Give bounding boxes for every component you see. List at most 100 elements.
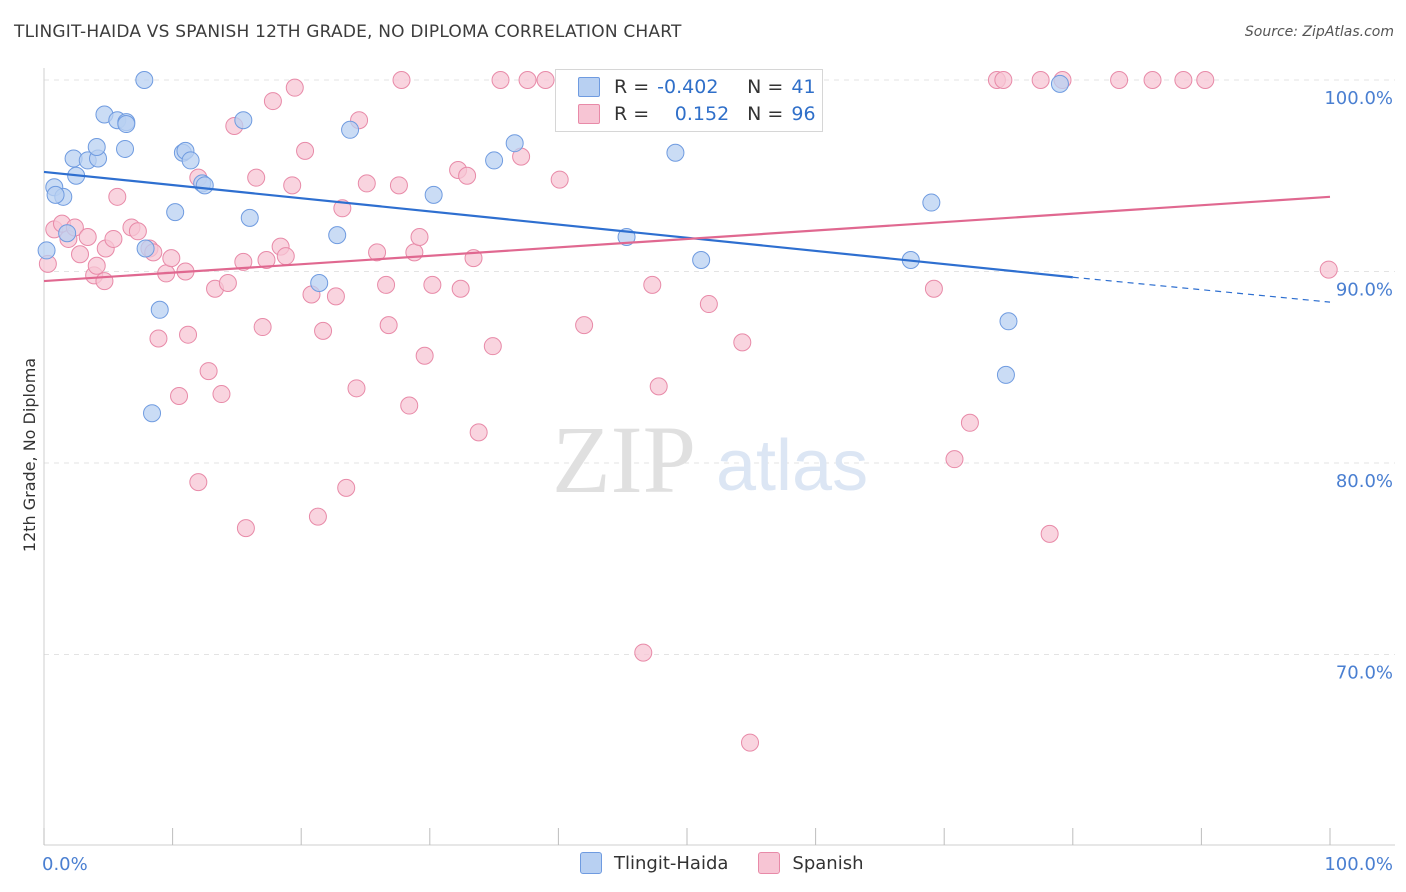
point-spanish bbox=[285, 78, 304, 97]
point-spanish bbox=[575, 316, 594, 335]
point-spanish bbox=[337, 478, 356, 497]
point-tlingit bbox=[143, 404, 162, 423]
y-tick-label: 90.0% bbox=[1336, 280, 1393, 301]
legend-r-label: R = bbox=[614, 76, 650, 98]
point-spanish bbox=[634, 643, 653, 662]
source-label: Source: ZipAtlas.com bbox=[1244, 24, 1394, 40]
point-spanish bbox=[179, 325, 198, 344]
correlation-legend: R = -0.402 N = 41 R = 0.152 N = 96 bbox=[555, 69, 823, 132]
point-spanish bbox=[247, 168, 266, 187]
point-spanish bbox=[104, 229, 123, 248]
point-spanish bbox=[1110, 71, 1129, 89]
point-spanish bbox=[518, 71, 537, 89]
point-spanish bbox=[1196, 71, 1215, 89]
point-spanish bbox=[1319, 260, 1338, 279]
point-tlingit bbox=[999, 312, 1018, 331]
point-tlingit bbox=[166, 203, 185, 222]
point-spanish bbox=[347, 379, 366, 398]
legend-swatch-pink bbox=[578, 104, 600, 124]
point-spanish bbox=[451, 279, 470, 298]
point-spanish bbox=[263, 92, 282, 111]
point-spanish bbox=[1143, 71, 1162, 89]
point-spanish bbox=[377, 275, 396, 294]
point-spanish bbox=[212, 385, 231, 404]
point-spanish bbox=[253, 318, 272, 337]
series-legend: Tlingit-Haida Spanish bbox=[580, 852, 894, 874]
point-spanish bbox=[276, 247, 295, 266]
watermark-atlas: atlas bbox=[716, 426, 868, 506]
watermark: ZIP atlas bbox=[552, 406, 868, 513]
legend-item-tlingit-haida[interactable]: Tlingit-Haida bbox=[580, 852, 728, 874]
point-tlingit bbox=[424, 185, 443, 204]
point-tlingit bbox=[666, 143, 685, 162]
legend-n-label: N = bbox=[747, 76, 784, 98]
point-spanish bbox=[423, 275, 442, 294]
point-spanish bbox=[643, 275, 662, 294]
point-spanish bbox=[379, 316, 398, 335]
chart-title: TLINGIT-HAIDA VS SPANISH 12TH GRADE, NO … bbox=[14, 22, 682, 42]
point-tlingit bbox=[922, 193, 941, 212]
point-spanish bbox=[357, 174, 376, 193]
trend-lines bbox=[43, 170, 1331, 303]
point-spanish bbox=[234, 252, 253, 271]
point-spanish bbox=[236, 519, 255, 538]
point-spanish bbox=[649, 377, 668, 396]
x-tick-label: 100.0% bbox=[1324, 854, 1393, 875]
point-tlingit bbox=[240, 208, 259, 227]
point-spanish bbox=[733, 333, 752, 352]
point-tlingit bbox=[58, 224, 77, 243]
point-tlingit bbox=[505, 134, 524, 153]
point-spanish bbox=[960, 413, 979, 432]
point-spanish bbox=[333, 199, 352, 218]
point-spanish bbox=[415, 346, 434, 365]
point-spanish bbox=[994, 71, 1013, 89]
y-axis-title: 12th Grade, No Diploma bbox=[20, 357, 39, 553]
legend-label: Spanish bbox=[792, 852, 864, 874]
point-spanish bbox=[296, 141, 315, 160]
point-spanish bbox=[108, 187, 127, 206]
point-spanish bbox=[1174, 71, 1193, 89]
y-tick-label: 70.0% bbox=[1336, 663, 1393, 684]
legend-item-spanish[interactable]: Spanish bbox=[758, 852, 864, 874]
point-spanish bbox=[78, 228, 97, 247]
point-spanish bbox=[257, 251, 276, 270]
point-tlingit bbox=[135, 71, 154, 89]
point-spanish bbox=[389, 176, 408, 195]
point-spanish bbox=[283, 176, 302, 195]
point-tlingit bbox=[996, 365, 1015, 384]
point-spanish bbox=[491, 71, 510, 89]
grid-lines bbox=[44, 79, 1395, 655]
point-spanish bbox=[218, 273, 237, 292]
point-spanish bbox=[699, 295, 718, 314]
point-spanish bbox=[149, 329, 168, 348]
point-tlingit bbox=[692, 251, 711, 270]
point-tlingit bbox=[234, 111, 253, 130]
legend-r-value: -0.402 bbox=[657, 76, 719, 98]
legend-n-label: N = bbox=[747, 103, 784, 125]
point-tlingit bbox=[181, 151, 200, 170]
point-spanish bbox=[550, 170, 569, 189]
legend-row-tlingit: R = -0.402 N = 41 bbox=[578, 74, 816, 100]
legend-r-value: 0.152 bbox=[674, 103, 730, 125]
point-spanish bbox=[536, 71, 555, 89]
point-spanish bbox=[392, 71, 411, 89]
legend-swatch-blue bbox=[578, 77, 600, 97]
point-tlingit bbox=[136, 239, 155, 258]
point-spanish bbox=[483, 337, 502, 356]
point-tlingit bbox=[310, 273, 329, 292]
point-spanish bbox=[410, 228, 429, 247]
point-tlingit bbox=[150, 300, 169, 319]
point-spanish bbox=[128, 222, 147, 241]
legend-swatch-pink bbox=[758, 852, 781, 874]
point-spanish bbox=[162, 249, 181, 268]
point-tlingit bbox=[1050, 74, 1069, 93]
point-tlingit bbox=[341, 120, 360, 139]
legend-n-value: 96 bbox=[791, 103, 816, 125]
point-tlingit bbox=[195, 176, 214, 195]
point-spanish bbox=[314, 321, 333, 340]
axes bbox=[43, 68, 1395, 846]
point-spanish bbox=[199, 362, 218, 381]
point-tlingit bbox=[46, 185, 65, 204]
point-tlingit bbox=[485, 151, 504, 170]
